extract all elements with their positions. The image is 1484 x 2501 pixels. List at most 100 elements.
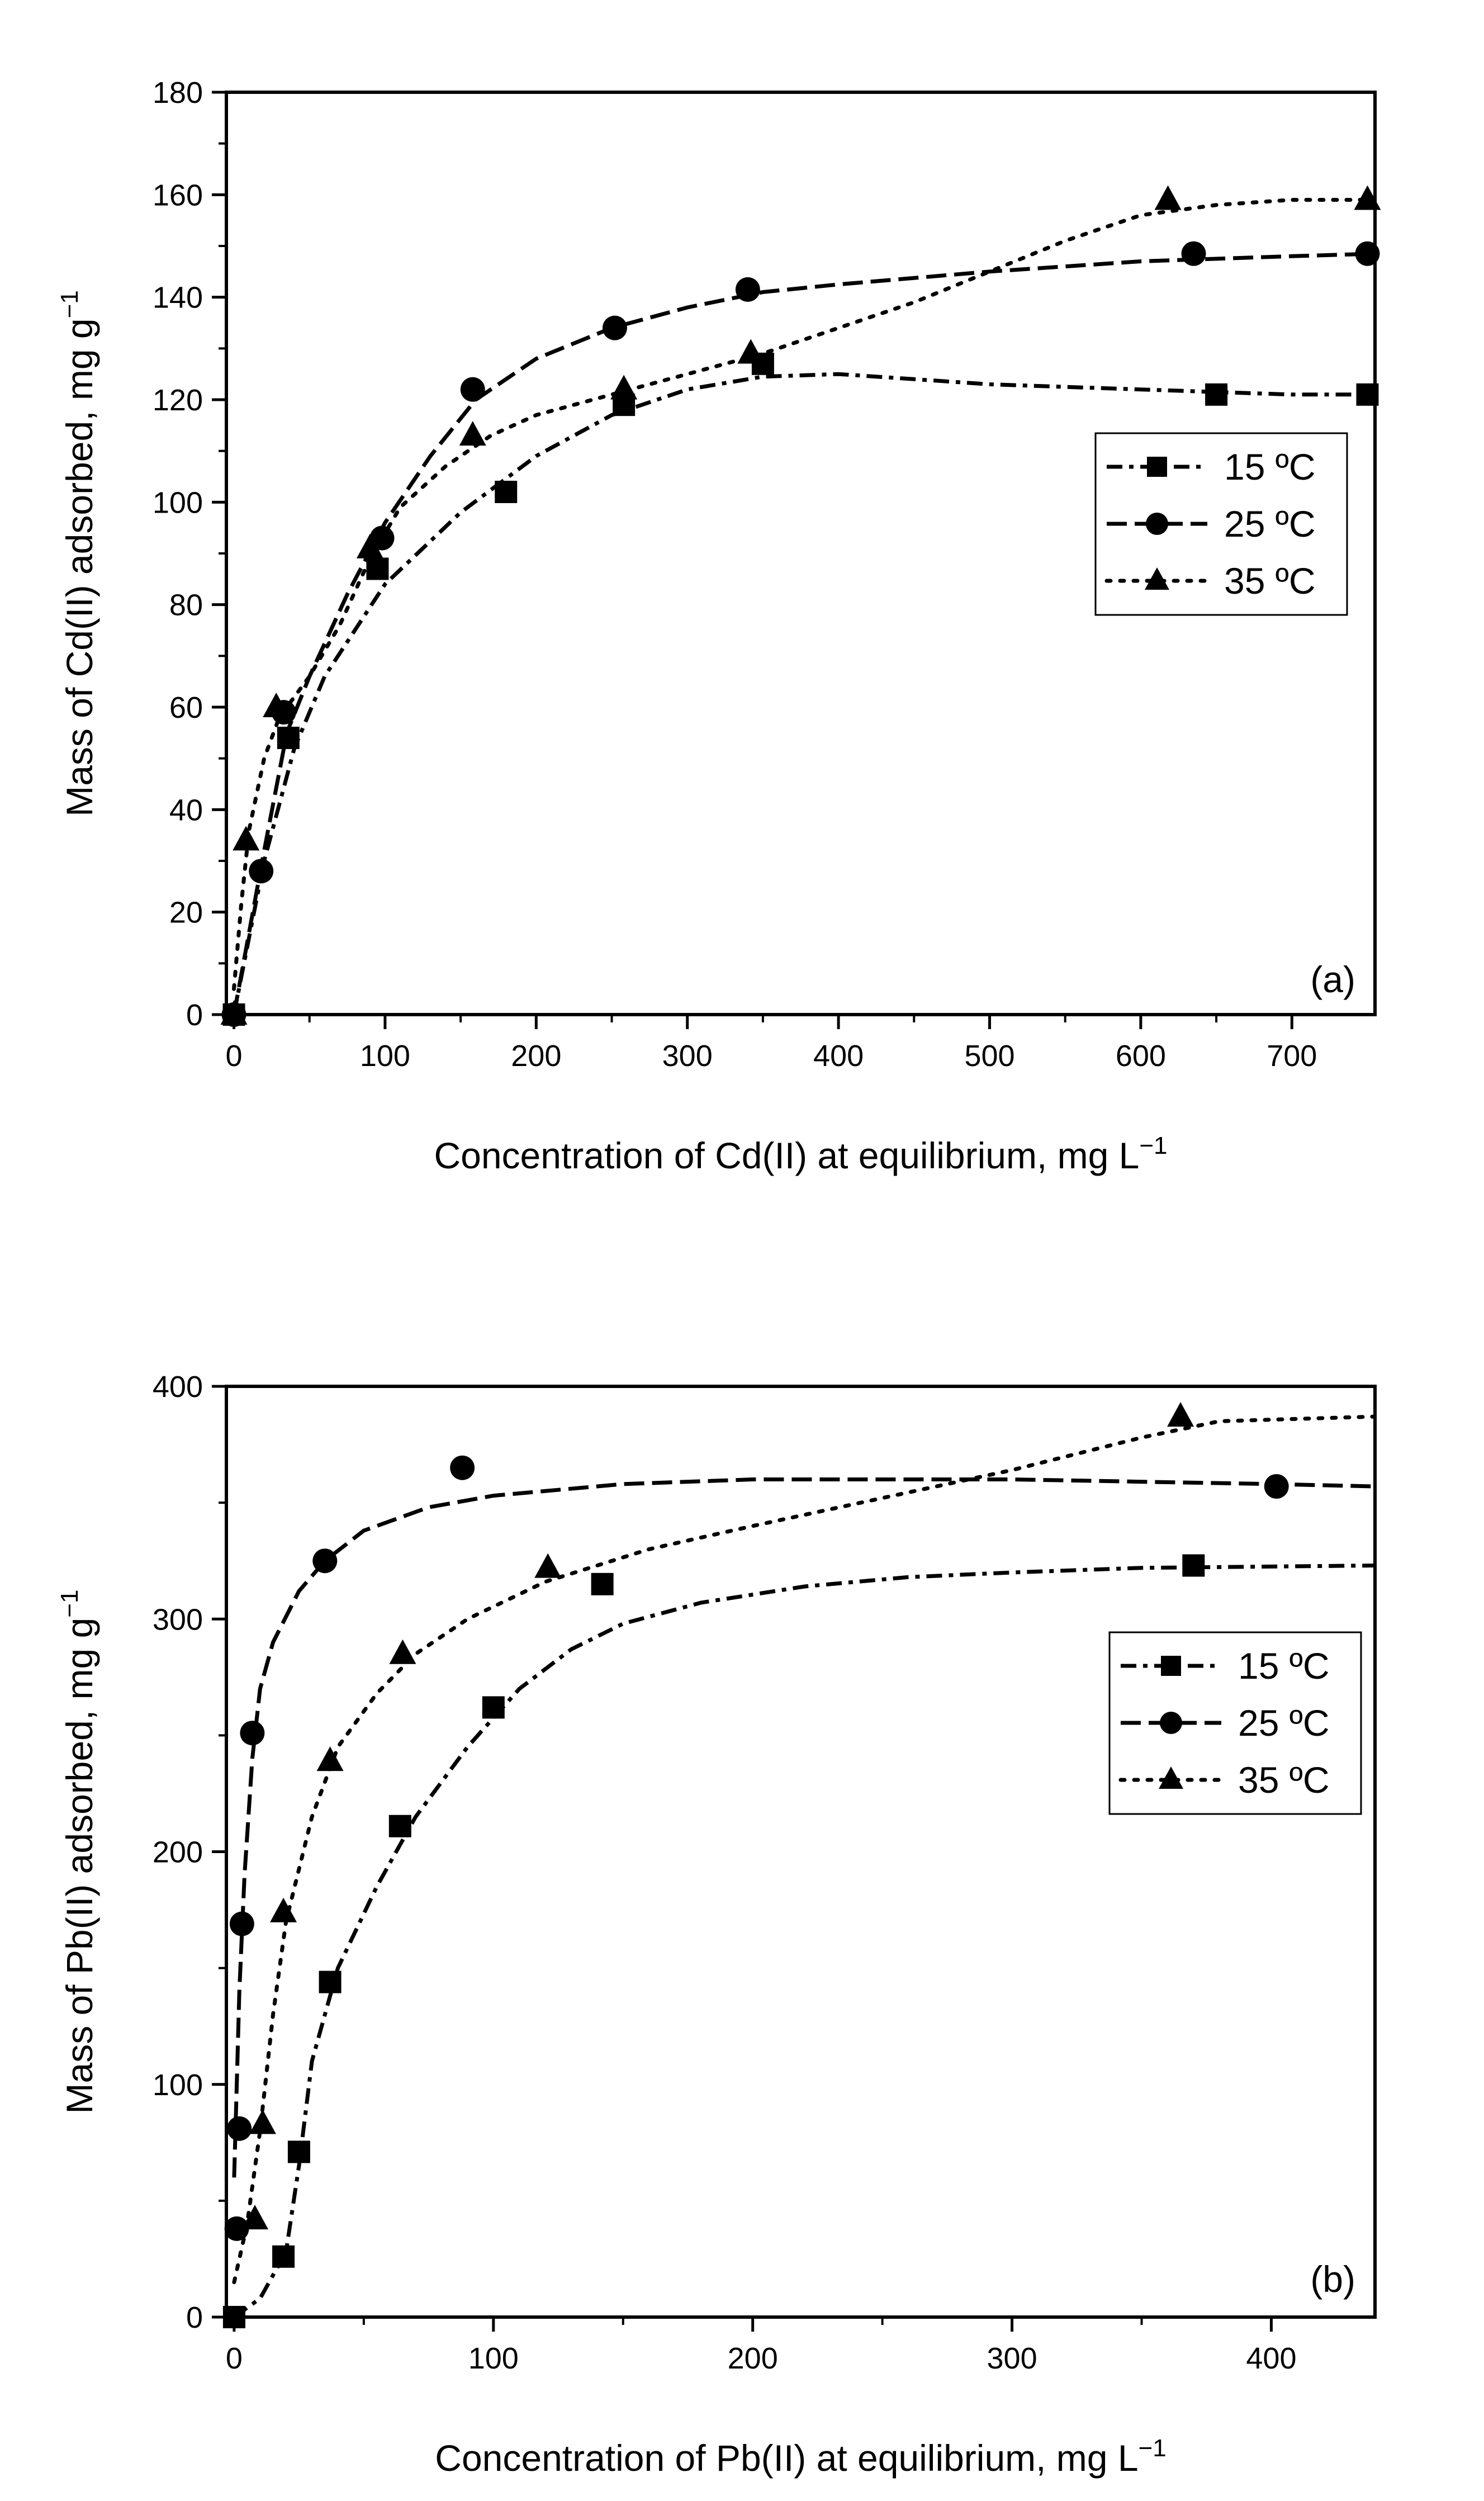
data-point: [1154, 185, 1182, 210]
data-point: [450, 1455, 475, 1480]
x-axis-title: Concentration of Cd(II) at equilibrium, …: [434, 1132, 1167, 1176]
y-tick-label: 100: [153, 2068, 203, 2102]
y-tick-label: 140: [153, 281, 203, 315]
data-point: [240, 1721, 265, 1746]
y-axis-title-text: Mass of Cd(II) adsorbed, mg g: [59, 318, 100, 816]
data-point: [249, 859, 274, 884]
legend-marker: [1146, 513, 1168, 535]
data-point: [534, 1553, 562, 1578]
series-circle: [224, 1455, 1375, 2241]
x-tick-label: 400: [813, 1039, 864, 1073]
y-axis-title: Mass of Pb(II) adsorbed, mg g−1: [56, 1590, 100, 2114]
y-axis-title-superscript: −1: [56, 1590, 83, 1618]
y-axis-title-superscript: −1: [56, 290, 83, 318]
x-tick-label: 400: [1246, 2342, 1296, 2375]
x-axis-title-superscript: −1: [1139, 1132, 1167, 1159]
data-point: [270, 1897, 297, 1922]
legend-marker: [1159, 1766, 1183, 1789]
y-axis-title-text: Mass of Pb(II) adsorbed, mg g: [59, 1618, 100, 2114]
data-point: [287, 2140, 310, 2163]
data-point: [319, 1971, 342, 1993]
legend-label: 25 ºC: [1238, 1702, 1330, 1744]
data-point: [312, 1548, 338, 1574]
x-axis-title-text: Concentration of Cd(II) at equilibrium, …: [434, 1135, 1139, 1176]
legend: 15 ºC 25 ºC 35 ºC: [1094, 432, 1348, 616]
x-tick-label: 0: [226, 2342, 243, 2375]
legend-label: 15 ºC: [1224, 446, 1316, 487]
series-fit-line: [232, 372, 1375, 1015]
series-triangle: [220, 185, 1381, 1025]
data-point: [227, 2116, 252, 2141]
data-point: [1355, 241, 1380, 266]
y-tick-label: 0: [186, 998, 203, 1032]
series-fit-line: [233, 1564, 1375, 2317]
y-tick-label: 40: [169, 793, 203, 827]
data-point: [1354, 185, 1381, 210]
data-point: [229, 1911, 254, 1936]
y-tick-label: 200: [153, 1836, 203, 1869]
x-tick-label: 600: [1116, 1039, 1166, 1073]
x-tick-label: 200: [728, 2342, 778, 2375]
series-fit-line: [232, 1414, 1375, 2285]
data-point: [316, 1746, 344, 1771]
data-point: [389, 1639, 416, 1664]
data-point: [272, 2245, 295, 2268]
data-point: [735, 277, 760, 302]
data-point: [1182, 1554, 1205, 1577]
data-point: [482, 1696, 505, 1719]
data-point: [460, 377, 485, 402]
data-point: [602, 315, 627, 340]
series-fit-line: [232, 198, 1375, 991]
y-axis-title: Mass of Cd(II) adsorbed, mg g−1: [56, 290, 100, 817]
y-tick-label: 180: [153, 76, 203, 110]
x-tick-label: 200: [511, 1039, 561, 1073]
legend-marker: [1145, 567, 1169, 590]
x-axis-title-text: Concentration of Pb(II) at equilibrium, …: [435, 2437, 1138, 2479]
x-tick-label: 100: [468, 2342, 519, 2375]
data-point: [1356, 383, 1379, 406]
legend-label: 35 ºC: [1224, 560, 1316, 601]
x-tick-label: 500: [964, 1039, 1014, 1073]
data-point: [591, 1572, 614, 1595]
y-tick-label: 80: [169, 589, 203, 622]
y-tick-label: 120: [153, 383, 203, 417]
x-tick-label: 100: [360, 1039, 410, 1073]
y-tick-label: 60: [169, 691, 203, 724]
data-point: [249, 2109, 276, 2134]
legend: 15 ºC 25 ºC 35 ºC: [1108, 1631, 1362, 1815]
data-point: [233, 826, 260, 851]
series-square: [222, 1554, 1375, 2328]
panel-a: 0 100 200 300 400 500 600 700 0 20 40 60 80 100 120 140…: [56, 76, 1381, 1176]
x-axis-title-superscript: −1: [1139, 2434, 1167, 2462]
data-point: [737, 339, 765, 364]
y-tick-label: 300: [153, 1603, 203, 1636]
y-tick-label: 100: [153, 486, 203, 519]
data-point: [388, 1815, 411, 1837]
legend-marker: [1161, 1656, 1181, 1676]
data-point: [1167, 1402, 1194, 1427]
legend-label: 15 ºC: [1238, 1645, 1330, 1687]
x-tick-label: 0: [225, 1039, 242, 1073]
y-tick-label: 20: [169, 896, 203, 930]
data-point: [356, 533, 383, 558]
panel-label: (a): [1310, 959, 1355, 1000]
x-tick-label: 300: [987, 2342, 1037, 2375]
legend-marker: [1160, 1712, 1182, 1734]
data-point: [610, 375, 638, 400]
data-point: [220, 1000, 248, 1025]
series-circle: [221, 241, 1380, 1027]
legend-marker: [1147, 457, 1167, 477]
x-axis-title: Concentration of Pb(II) at equilibrium, …: [435, 2434, 1166, 2479]
y-tick-label: 0: [186, 2301, 203, 2334]
data-point: [263, 693, 290, 717]
x-tick-label: 700: [1267, 1039, 1317, 1073]
data-point: [224, 2216, 249, 2241]
panel-label: (b): [1310, 2258, 1355, 2300]
y-tick-label: 400: [153, 1370, 203, 1404]
data-point: [1181, 241, 1206, 266]
y-tick-label: 160: [153, 178, 203, 212]
data-point: [459, 421, 486, 446]
data-point: [222, 2306, 245, 2328]
